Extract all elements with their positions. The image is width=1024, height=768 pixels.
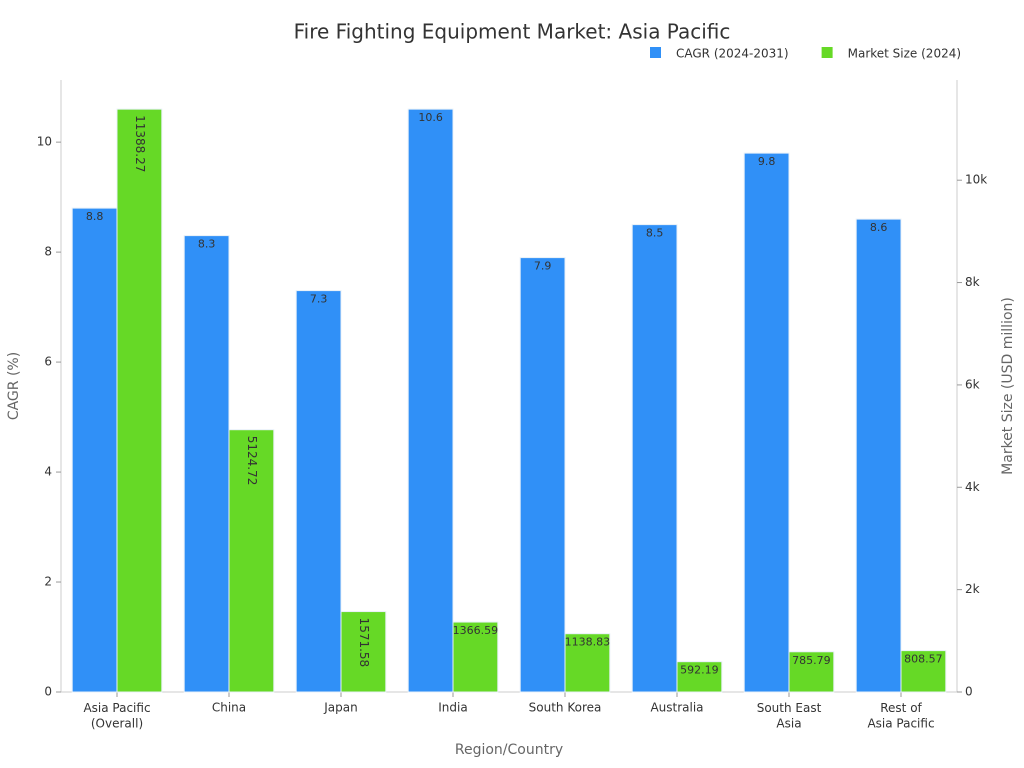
bar [900, 650, 947, 693]
y2-tick-label: 0 [965, 685, 973, 699]
legend-label: CAGR (2024-2031) [676, 47, 789, 61]
x-tick-label: South Korea [529, 701, 602, 715]
value-label: 8.5 [646, 227, 664, 240]
chart-title: Fire Fighting Equipment Market: Asia Pac… [294, 20, 731, 44]
bar [519, 257, 566, 693]
y2-tick-label: 2k [965, 582, 980, 596]
bar [183, 235, 230, 693]
y-tick-label: 8 [44, 245, 52, 259]
bar [116, 108, 163, 693]
bar [564, 633, 611, 693]
y-axis-label: CAGR (%) [6, 352, 22, 420]
y2-axis-label: Market Size (USD million) [1000, 297, 1016, 475]
x-tick-label: Australia [650, 701, 703, 715]
value-label: 5124.72 [245, 436, 259, 486]
value-label: 785.79 [792, 654, 831, 667]
value-label: 8.6 [870, 221, 888, 234]
y-tick-label: 6 [44, 355, 52, 369]
x-tick-label: Rest of Asia Pacific [867, 701, 934, 731]
x-tick-label: South East Asia [757, 701, 822, 731]
bar [407, 108, 454, 693]
legend-swatch [821, 47, 833, 58]
y2-tick-label: 4k [965, 480, 980, 494]
x-tick-label: India [438, 701, 467, 715]
value-label: 11388.27 [133, 115, 147, 172]
bar [743, 152, 790, 693]
y2-tick-label: 6k [965, 377, 980, 391]
x-tick-label: Asia Pacific (Overall) [83, 701, 150, 731]
bar [71, 207, 118, 693]
legend-label: Market Size (2024) [848, 47, 961, 61]
value-label: 10.6 [418, 111, 443, 124]
value-label: 1366.59 [453, 624, 499, 637]
value-label: 9.8 [758, 155, 776, 168]
x-tick-label: Japan [323, 701, 357, 715]
bar [295, 290, 342, 693]
bar [631, 224, 678, 693]
y2-tick-label: 10k [965, 173, 987, 187]
y2-tick-label: 8k [965, 275, 980, 289]
value-label: 592.19 [680, 664, 719, 677]
value-label: 8.8 [86, 210, 104, 223]
value-label: 7.9 [534, 260, 552, 273]
bar [676, 661, 723, 693]
y-tick-label: 4 [44, 465, 52, 479]
bar [340, 611, 387, 693]
value-label: 7.3 [310, 293, 328, 306]
bar [855, 218, 902, 693]
value-label: 8.3 [198, 238, 216, 251]
value-label: 1138.83 [565, 636, 611, 649]
value-label: 808.57 [904, 653, 943, 666]
x-axis-label: Region/Country [455, 742, 563, 758]
x-tick-label: China [212, 701, 246, 715]
bar [788, 651, 835, 693]
y-tick-label: 10 [37, 135, 52, 149]
y-tick-label: 0 [44, 685, 52, 699]
bar [452, 621, 499, 693]
value-label: 1571.58 [357, 618, 371, 668]
y-tick-label: 2 [44, 575, 52, 589]
legend-swatch [650, 47, 661, 58]
bar [228, 429, 275, 693]
